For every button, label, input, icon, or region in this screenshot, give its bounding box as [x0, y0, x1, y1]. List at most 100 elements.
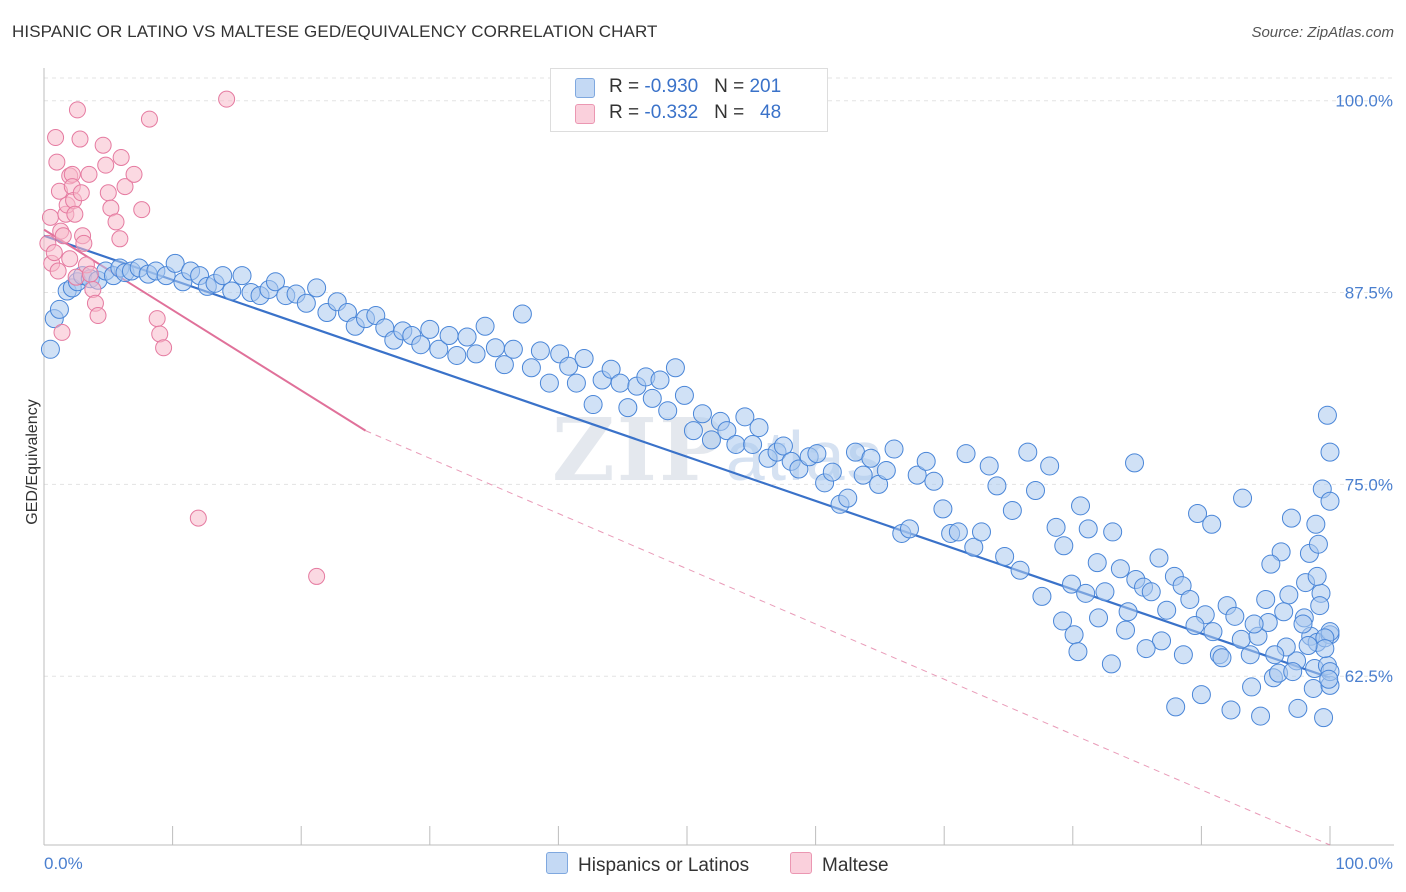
data-point-hispanics	[789, 459, 809, 479]
y-axis-label: GED/Equivalency	[24, 399, 41, 524]
data-point-hispanics	[884, 439, 904, 459]
data-point-hispanics	[1141, 582, 1161, 602]
data-point-hispanics	[1125, 453, 1145, 473]
data-point-hispanics	[1279, 585, 1299, 605]
data-point-hispanics	[1018, 442, 1038, 462]
data-point-hispanics	[296, 293, 316, 313]
data-point-hispanics	[683, 421, 703, 441]
data-point-hispanics	[494, 355, 514, 375]
data-point-hispanics	[1274, 602, 1294, 622]
data-point-hispanics	[853, 465, 873, 485]
legend-label-hispanics: Hispanics or Latinos	[578, 855, 750, 876]
legend-item-hispanics[interactable]: Hispanics or Latinos	[546, 852, 749, 877]
data-point-hispanics	[692, 404, 712, 424]
data-point-maltese	[89, 307, 107, 325]
y-tick-label: 100.0%	[1335, 92, 1393, 111]
data-point-hispanics	[232, 266, 252, 286]
data-point-hispanics	[665, 358, 685, 378]
data-point-hispanics	[1233, 488, 1253, 508]
data-point-hispanics	[1046, 517, 1066, 537]
data-point-hispanics	[1180, 589, 1200, 609]
data-point-maltese	[47, 129, 65, 147]
data-point-maltese	[111, 230, 129, 248]
data-point-maltese	[99, 184, 117, 202]
data-point-maltese	[71, 130, 89, 148]
data-point-hispanics	[1062, 574, 1082, 594]
data-point-hispanics	[1221, 700, 1241, 720]
data-point-hispanics	[1315, 639, 1335, 659]
data-point-hispanics	[717, 421, 737, 441]
data-point-hispanics	[1271, 542, 1291, 562]
data-point-hispanics	[1244, 614, 1264, 634]
data-point-hispanics	[735, 407, 755, 427]
data-point-hispanics	[618, 398, 638, 418]
data-point-hispanics	[1307, 566, 1327, 586]
data-point-hispanics	[1026, 480, 1046, 500]
data-point-hispanics	[773, 436, 793, 456]
data-point-maltese	[75, 234, 93, 252]
data-point-hispanics	[40, 339, 60, 359]
data-point-hispanics	[1166, 697, 1186, 717]
data-point-hispanics	[1265, 645, 1285, 665]
data-point-maltese	[148, 310, 166, 328]
data-point-hispanics	[838, 488, 858, 508]
data-point-hispanics	[1068, 642, 1088, 662]
legend-label-maltese: Maltese	[822, 855, 889, 876]
data-point-hispanics	[530, 341, 550, 361]
data-point-hispanics	[49, 299, 69, 319]
data-point-maltese	[66, 205, 84, 223]
data-point-maltese	[53, 323, 71, 341]
data-point-hispanics	[457, 327, 477, 347]
data-point-hispanics	[1087, 553, 1107, 573]
data-point-hispanics	[1306, 514, 1326, 534]
data-point-hispanics	[307, 278, 327, 298]
data-point-maltese	[140, 110, 158, 128]
data-point-hispanics	[165, 253, 185, 273]
data-point-hispanics	[907, 465, 927, 485]
data-point-hispanics	[1149, 548, 1169, 568]
data-point-hispanics	[861, 448, 881, 468]
legend-item-maltese[interactable]: Maltese	[790, 852, 889, 877]
data-point-hispanics	[213, 266, 233, 286]
data-point-hispanics	[1319, 669, 1339, 689]
data-point-hispanics	[566, 373, 586, 393]
data-point-hispanics	[1110, 559, 1130, 579]
data-point-hispanics	[466, 344, 486, 364]
data-point-hispanics	[1203, 622, 1223, 642]
data-point-maltese	[68, 101, 86, 119]
data-point-hispanics	[916, 451, 936, 471]
data-point-hispanics	[650, 370, 670, 390]
data-point-hispanics	[1116, 620, 1136, 640]
data-point-maltese	[41, 208, 59, 226]
series-hispanics-or-latinos	[40, 253, 1340, 728]
data-point-hispanics	[1185, 616, 1205, 636]
data-point-maltese	[116, 178, 134, 196]
data-point-hispanics	[1157, 600, 1177, 620]
data-point-hispanics	[979, 456, 999, 476]
data-point-hispanics	[1212, 648, 1232, 668]
data-point-hispanics	[1053, 611, 1073, 631]
correlation-legend: R = -0.930 N = 201 R = -0.332 N = 48	[550, 68, 828, 132]
data-point-hispanics	[1173, 645, 1193, 665]
source-attribution: Source: ZipAtlas.com	[1251, 24, 1394, 41]
data-point-hispanics	[1317, 405, 1337, 425]
data-point-hispanics	[1281, 508, 1301, 528]
data-point-hispanics	[924, 471, 944, 491]
data-point-hispanics	[1225, 606, 1245, 626]
data-point-hispanics	[574, 349, 594, 369]
data-point-hispanics	[1298, 635, 1318, 655]
data-point-hispanics	[1251, 706, 1271, 726]
data-point-maltese	[189, 509, 207, 527]
y-tick-label: 62.5%	[1345, 667, 1393, 686]
data-point-maltese	[48, 153, 66, 171]
data-point-hispanics	[1191, 685, 1211, 705]
data-point-hispanics	[475, 316, 495, 336]
legend-swatch-pink	[790, 852, 812, 874]
data-point-hispanics	[521, 358, 541, 378]
data-point-maltese	[49, 262, 67, 280]
data-point-hispanics	[420, 319, 440, 339]
data-point-hispanics	[1293, 614, 1313, 634]
data-point-hispanics	[411, 335, 431, 355]
trend-line-hispanics	[43, 234, 1331, 679]
data-point-maltese	[61, 250, 79, 268]
